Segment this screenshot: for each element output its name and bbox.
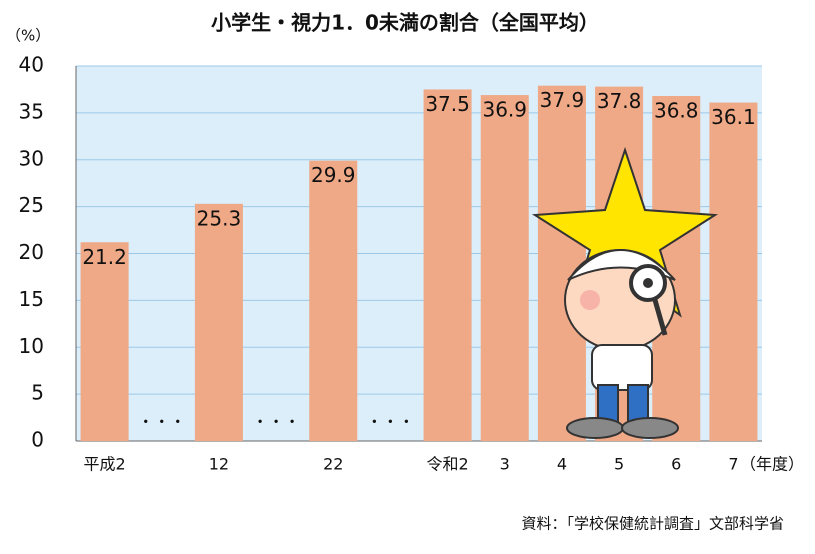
y-tick-label: 30 <box>19 146 44 170</box>
value-label: 25.3 <box>197 206 242 230</box>
bar <box>537 85 586 441</box>
y-tick-label: 20 <box>19 240 44 264</box>
value-label: 29.9 <box>311 163 356 187</box>
value-label: 36.9 <box>482 98 527 122</box>
y-tick-label: 15 <box>19 287 44 311</box>
x-tick-label: 3 <box>500 455 510 474</box>
bar <box>309 160 358 441</box>
bar <box>480 95 529 441</box>
y-tick-label: 35 <box>19 99 44 123</box>
y-tick-label: 5 <box>31 381 44 405</box>
y-unit: （%） <box>6 27 50 45</box>
value-label: 21.2 <box>82 245 127 269</box>
x-tick-label: 平成2 <box>83 455 125 474</box>
bar <box>423 89 472 441</box>
x-tick-label: 5 <box>614 455 624 474</box>
gap-label: ・・・ <box>138 413 186 432</box>
value-label: 37.5 <box>425 92 470 116</box>
x-tick-label: 令和2 <box>426 455 468 474</box>
x-tick-label: 22 <box>323 455 343 474</box>
y-tick-label: 25 <box>19 193 44 217</box>
x-tick-label: 4 <box>557 455 567 474</box>
x-tick-label: 12 <box>209 455 229 474</box>
gap-label: ・・・ <box>252 413 300 432</box>
bar <box>709 102 758 441</box>
bar <box>194 203 243 441</box>
y-tick-label: 0 <box>31 428 44 452</box>
value-label: 37.9 <box>540 88 585 112</box>
gap-label: ・・・ <box>366 413 414 432</box>
value-label: 37.8 <box>597 89 642 113</box>
bar <box>80 242 129 441</box>
x-tick-label: 6 <box>671 455 681 474</box>
value-label: 36.1 <box>711 105 756 129</box>
value-label: 36.8 <box>654 99 699 123</box>
x-unit: （年度） <box>740 455 804 474</box>
x-tick-label: 7 <box>728 455 738 474</box>
chart-title: 小学生・視力1．0未満の割合（全国平均） <box>211 11 599 35</box>
source: 資料：「学校保健統計調査」文部科学省 <box>521 515 784 533</box>
y-tick-label: 10 <box>19 334 44 358</box>
mascot <box>531 146 719 439</box>
y-tick-label: 40 <box>19 53 44 77</box>
